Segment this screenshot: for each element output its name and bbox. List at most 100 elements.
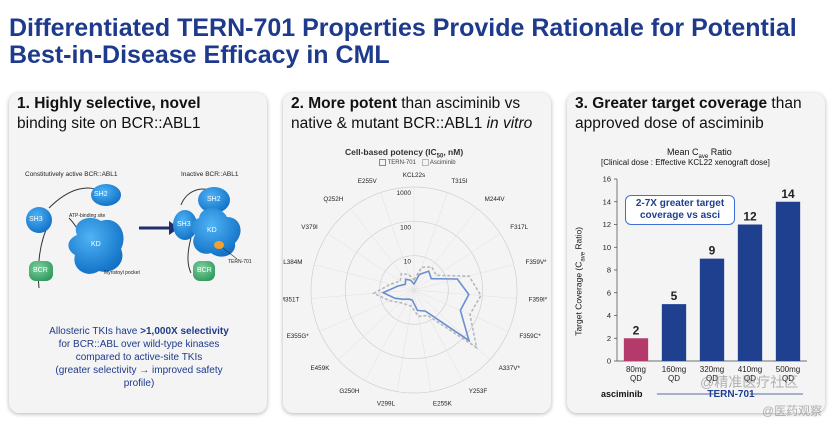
panel-potency: 2. More potent than asciminib vs native …: [283, 93, 551, 413]
annotation-line1: 2-7X greater target: [635, 198, 725, 209]
panel2-heading-line2: native & mutant BCR::ABL1: [291, 115, 487, 132]
x-tick-label: 160mg: [662, 365, 686, 374]
panel1-heading: 1. Highly selective, novel binding site …: [9, 93, 267, 145]
radar-axis-label: E355G*: [287, 333, 310, 340]
y-tick-label: 4: [607, 311, 611, 320]
y-tick-label: 12: [603, 220, 611, 229]
panel2-heading-italic: in vitro: [486, 115, 533, 132]
legend-tern701-swatch: [379, 159, 386, 166]
radar-title-pre: Cell-based potency (IC: [345, 147, 437, 157]
bar-title-pre: Mean C: [667, 147, 699, 157]
x-tick-label: QD: [706, 374, 718, 383]
bar-chart: 0246810121416280mgQD5160mgQD9320mgQD1241…: [601, 175, 807, 400]
legend-tern701-label: TERN-701: [387, 160, 416, 167]
panel3-heading-rest: than: [767, 95, 802, 112]
panel3-heading-bold: 3. Greater target coverage: [575, 95, 768, 112]
panel1-heading-bold: 1. Highly selective, novel: [17, 95, 201, 112]
radar-axis-label: E255V: [358, 178, 378, 185]
panel-target-coverage: 3. Greater target coverage than approved…: [567, 93, 825, 413]
x-tick-label: 80mg: [626, 365, 646, 374]
radar-spoke: [413, 289, 517, 299]
panel3-heading-line2: approved dose of asciminib: [575, 115, 764, 132]
label-myristoyl-pocket: Myristoyl pocket: [104, 270, 140, 276]
legend-asciminib-swatch: [421, 159, 429, 166]
panel2-heading-rest: than asciminib vs: [396, 95, 521, 112]
radar-spoke: [350, 208, 415, 291]
radar-series-tern-701: [381, 270, 471, 343]
note-line1: Allosteric TKIs have: [49, 326, 141, 337]
radar-spoke: [413, 289, 432, 392]
y-tick-label: 16: [603, 175, 611, 184]
bar-chart-subtitle: [Clinical dose : Effective KCL22 xenogra…: [601, 158, 770, 167]
y-tick-label: 0: [607, 357, 611, 366]
radar-axis-label: Y253F: [469, 388, 488, 395]
bar-data-label: 2: [633, 323, 640, 337]
radar-spoke: [413, 208, 478, 291]
group-label-tern701: TERN-701: [707, 389, 755, 400]
radar-axis-label: F359V*: [525, 259, 547, 266]
bar-title-sub: ave: [698, 153, 709, 160]
label-kd-left: KD: [91, 241, 101, 248]
bar-title-post: Ratio: [708, 147, 732, 157]
x-tick-label: QD: [668, 374, 680, 383]
x-tick-label: 500mg: [776, 365, 800, 374]
bar-4: [775, 201, 801, 361]
radar-axis-label: V299L: [377, 400, 396, 407]
x-tick-label: QD: [630, 374, 642, 383]
bar-0: [623, 338, 649, 361]
y-tick-label: 2: [607, 334, 611, 343]
bar-data-label: 9: [709, 244, 716, 258]
group-label-bg: [713, 388, 750, 400]
diagram-active-title: Constitutively active BCR::ABL1: [25, 171, 118, 178]
bar-2: [699, 258, 725, 361]
protein-diagram: [26, 184, 241, 289]
bar-1: [661, 304, 687, 361]
bar-data-label: 14: [781, 187, 795, 201]
bar-data-label: 5: [671, 289, 678, 303]
radar-spoke: [380, 192, 415, 291]
radar-axis-label: A337V*: [499, 365, 521, 372]
radar-axis-label: F317L: [510, 224, 528, 231]
radar-axis-label: E459K: [310, 365, 330, 372]
x-tick-label: QD: [744, 374, 756, 383]
radar-axis-label: Q252H: [323, 196, 343, 203]
y-tick-label: 14: [603, 197, 611, 206]
note-line3: compared to active-site TKIs: [75, 352, 203, 363]
radar-spoke: [413, 264, 514, 291]
radar-ring-label: 1000: [397, 190, 412, 197]
watermark-2: @医药观察: [762, 404, 823, 418]
radar-chart: KCL22s T315I M244V F317L F359V* F359I* F359C* A…: [283, 172, 548, 407]
y-tick-label: 6: [607, 288, 611, 297]
label-bcr-left: BCR: [33, 267, 48, 274]
radar-series-asciminib: [372, 266, 482, 350]
note-line4: (greater selectivity → improved safety: [55, 365, 223, 376]
radar-axis-label: T315I: [451, 178, 467, 185]
panel3-heading: 3. Greater target coverage than approved…: [567, 93, 825, 145]
radar-ring-label: 100: [400, 224, 411, 231]
y-tick-label: 10: [603, 243, 611, 252]
radar-spoke: [319, 289, 415, 332]
radar-axis-label: KCL22s: [403, 172, 425, 179]
bar-chart-title: Mean Cave Ratio: [667, 147, 732, 160]
label-bcr-right: BCR: [197, 267, 212, 274]
panel2-heading-bold: 2. More potent: [291, 95, 397, 112]
slide-title-line1: Differentiated TERN-701 Properties Provi…: [9, 14, 797, 42]
active-protein-structure: [26, 184, 124, 289]
radar-ring-label: 10: [404, 259, 412, 266]
label-sh3-left: SH3: [29, 216, 43, 223]
diagram-inactive-title: Inactive BCR::ABL1: [181, 171, 239, 178]
selectivity-note: Allosteric TKIs have >1,000X selectivity…: [21, 325, 257, 390]
radar-title: Cell-based potency (IC50, nM): [345, 147, 463, 160]
radar-axis-label: E255K: [433, 400, 453, 407]
label-sh3-right: SH3: [177, 221, 191, 228]
x-tick-label: 320mg: [700, 365, 724, 374]
slide-title: Differentiated TERN-701 Properties Provi…: [9, 15, 824, 69]
inactive-protein-structure: [173, 187, 241, 281]
label-kd-right: KD: [207, 227, 217, 234]
label-atp-site: ATP-binding site: [69, 213, 106, 219]
radar-axis-label: G250H: [339, 388, 359, 395]
radar-axis-label: L384M: [283, 259, 302, 266]
radar-spoke: [311, 289, 415, 299]
note-line5: profile): [123, 378, 155, 389]
note-line1-bold: >1,000X selectivity: [140, 326, 229, 337]
